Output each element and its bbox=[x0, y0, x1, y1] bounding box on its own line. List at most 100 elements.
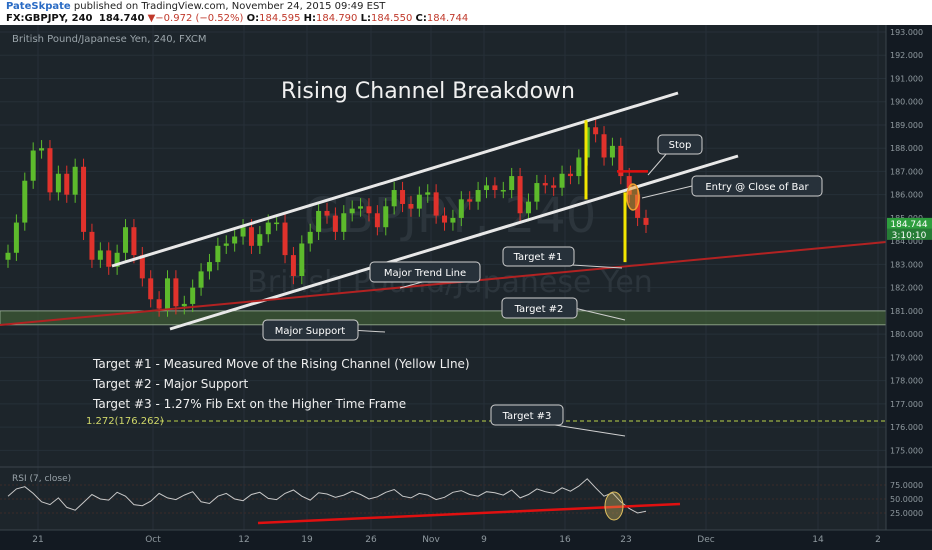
target3-callout[interactable]: Target #3 bbox=[490, 404, 626, 437]
time-tick-label: 26 bbox=[365, 535, 377, 545]
candle-body bbox=[500, 190, 506, 192]
candle-body bbox=[374, 213, 380, 228]
price-tick-label: 190.000 bbox=[890, 98, 923, 107]
candle-body bbox=[458, 199, 464, 218]
price-tick-label: 176.000 bbox=[890, 423, 923, 432]
candle-body bbox=[467, 199, 473, 202]
candle-body bbox=[609, 145, 615, 158]
candle-body bbox=[525, 201, 531, 214]
time-tick-label: 21 bbox=[32, 535, 43, 545]
candle-body bbox=[64, 173, 70, 195]
stop-callout[interactable]: Stop bbox=[647, 134, 703, 176]
candle-body bbox=[408, 203, 414, 209]
candle-body bbox=[618, 145, 624, 177]
price-tick-label: 181.000 bbox=[890, 307, 923, 316]
target2-callout[interactable]: Target #2 bbox=[501, 297, 626, 321]
target2-label: Target #2 bbox=[514, 304, 564, 315]
price-tick-label: 189.000 bbox=[890, 121, 923, 130]
candle-body bbox=[22, 180, 28, 223]
rsi-tick-label: 50.0000 bbox=[890, 495, 923, 504]
candle-body bbox=[173, 278, 179, 307]
candle-body bbox=[106, 250, 112, 267]
price-tick-label: 177.000 bbox=[890, 400, 923, 409]
rsi-trend-line[interactable] bbox=[257, 502, 681, 525]
rsi-axis: 75.0000 50.0000 25.0000 bbox=[890, 481, 923, 518]
entry-callout[interactable]: Entry @ Close of Bar bbox=[641, 175, 823, 199]
instrument-label: British Pound/Japanese Yen, 240, FXCM bbox=[12, 34, 207, 45]
candle-body bbox=[198, 271, 204, 288]
quote-line: FX:GBPJPY, 240 184.740 ▼−0.972 (−0.52%) … bbox=[6, 13, 468, 25]
price-tick-label: 193.000 bbox=[890, 28, 923, 37]
candle-body bbox=[601, 134, 607, 158]
candle-body bbox=[223, 243, 229, 246]
candle-body bbox=[475, 190, 481, 202]
candle-body bbox=[593, 127, 599, 135]
low-label: L: bbox=[360, 13, 371, 24]
price-chart[interactable]: GBPJPY, 240 British Pound/Japanese Yen 1… bbox=[0, 25, 932, 550]
time-tick-label: 23 bbox=[620, 535, 631, 545]
down-arrow-icon: ▼ bbox=[147, 13, 156, 24]
channel-upper-line[interactable] bbox=[111, 91, 679, 268]
price-tick-label: 180.000 bbox=[890, 330, 923, 339]
gridlines bbox=[0, 25, 886, 530]
candle-body bbox=[551, 185, 557, 188]
support-callout[interactable]: Major Support bbox=[262, 319, 386, 341]
price-tick-label: 191.000 bbox=[890, 74, 923, 83]
candle-body bbox=[643, 217, 649, 225]
time-axis: 21 Oct 12 19 26 Nov 9 16 23 Dec 14 2 bbox=[32, 535, 881, 545]
candle-body bbox=[97, 250, 103, 260]
candle-body bbox=[484, 185, 489, 191]
candle-body bbox=[72, 166, 78, 195]
countdown-tag: 3:10:10 bbox=[892, 231, 927, 241]
candle-body bbox=[55, 173, 61, 193]
candle-body bbox=[433, 192, 439, 216]
open-label: O: bbox=[246, 13, 260, 24]
price-change: −0.972 (−0.52%) bbox=[155, 13, 244, 24]
rsi-label: RSI (7, close) bbox=[12, 474, 71, 484]
major-trend-line[interactable] bbox=[0, 241, 887, 326]
price-tick-label: 179.000 bbox=[890, 353, 923, 362]
candle-body bbox=[114, 252, 120, 267]
candle-body bbox=[349, 208, 355, 214]
candle-body bbox=[567, 173, 573, 177]
candle-body bbox=[534, 183, 540, 202]
candle-body bbox=[30, 150, 36, 181]
time-tick-label: Nov bbox=[422, 535, 440, 545]
price-tick-label: 183.000 bbox=[890, 260, 923, 269]
candle-body bbox=[576, 157, 582, 177]
candle-body bbox=[400, 190, 406, 204]
last-price: 184.740 bbox=[98, 13, 145, 24]
candle-body bbox=[5, 252, 11, 260]
candle-body bbox=[509, 176, 515, 191]
time-tick-label: 12 bbox=[238, 535, 249, 545]
candle-body bbox=[626, 176, 632, 195]
candle-body bbox=[559, 173, 565, 188]
candle-body bbox=[391, 190, 397, 207]
price-tick-label: 175.000 bbox=[890, 446, 923, 455]
time-tick-label: 14 bbox=[812, 535, 824, 545]
candle-body bbox=[47, 148, 53, 193]
candle-body bbox=[416, 194, 422, 209]
candle-body bbox=[181, 303, 187, 307]
price-tick-label: 187.000 bbox=[890, 167, 923, 176]
candle-body bbox=[81, 166, 87, 232]
last-price-tag-value: 184.744 bbox=[890, 220, 927, 230]
candle-body bbox=[265, 222, 271, 235]
high-label: H: bbox=[303, 13, 317, 24]
target1-callout[interactable]: Target #1 bbox=[502, 246, 623, 269]
candle-body bbox=[383, 206, 389, 228]
trend-line-callout[interactable]: Major Trend Line bbox=[369, 261, 481, 289]
rsi-line[interactable] bbox=[7, 478, 647, 514]
close-value: 184.744 bbox=[426, 13, 469, 24]
candle-body bbox=[492, 185, 498, 191]
author-link[interactable]: PateSkpate bbox=[6, 1, 71, 12]
candle-body bbox=[240, 227, 246, 237]
rsi-highlight bbox=[604, 491, 624, 521]
low-value: 184.550 bbox=[370, 13, 413, 24]
time-tick-label: 19 bbox=[301, 535, 313, 545]
price-tick-label: 184.000 bbox=[890, 237, 923, 246]
candle-body bbox=[366, 206, 372, 214]
entry-highlight bbox=[626, 183, 640, 211]
candle-body bbox=[542, 183, 548, 186]
candle-body bbox=[131, 227, 137, 256]
